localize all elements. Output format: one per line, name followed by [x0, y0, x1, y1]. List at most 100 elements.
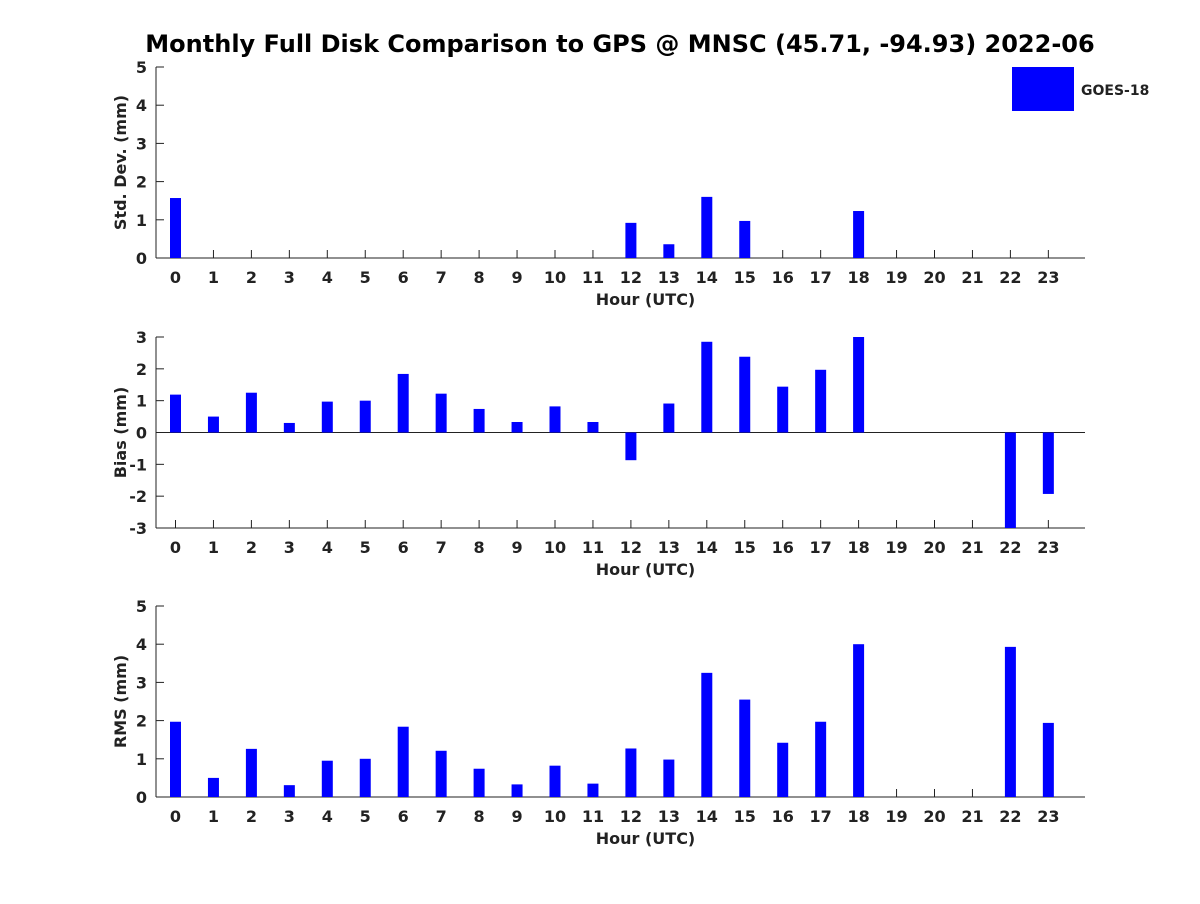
- x-tick-label: 19: [885, 538, 907, 557]
- y-tick-label: 5: [136, 58, 147, 77]
- x-tick-label: 15: [734, 807, 756, 826]
- y-axis-label: Std. Dev. (mm): [111, 95, 130, 230]
- bar-hour-12: [625, 222, 637, 258]
- legend-label: GOES-18: [1081, 83, 1149, 99]
- x-tick-label: 9: [511, 538, 522, 557]
- x-tick-label: 4: [322, 268, 333, 287]
- chart-title: Monthly Full Disk Comparison to GPS @ MN…: [145, 30, 1095, 58]
- x-tick-label: 11: [582, 538, 604, 557]
- y-axis-label: RMS (mm): [111, 655, 130, 748]
- x-tick-label: 13: [658, 807, 680, 826]
- x-tick-label: 16: [772, 807, 794, 826]
- bar-hour-3: [283, 785, 295, 797]
- y-tick-label: 0: [136, 788, 147, 807]
- x-tick-label: 23: [1037, 268, 1059, 287]
- bar-hour-8: [473, 408, 485, 433]
- y-tick-label: 1: [136, 392, 147, 411]
- bar-hour-14: [701, 341, 713, 433]
- x-tick-label: 5: [360, 807, 371, 826]
- x-tick-label: 15: [734, 268, 756, 287]
- bar-hour-15: [739, 220, 751, 258]
- x-tick-label: 11: [582, 807, 604, 826]
- bar-hour-14: [701, 196, 713, 258]
- y-tick-label: 2: [136, 360, 147, 379]
- x-tick-label: 4: [322, 807, 333, 826]
- x-tick-label: 20: [923, 807, 945, 826]
- x-tick-label: 21: [961, 538, 983, 557]
- bar-hour-15: [739, 699, 751, 797]
- x-tick-label: 18: [847, 807, 869, 826]
- bar-hour-7: [435, 393, 447, 433]
- x-tick-label: 22: [999, 538, 1021, 557]
- x-tick-label: 0: [170, 538, 181, 557]
- x-tick-label: 12: [620, 807, 642, 826]
- y-tick-label: 2: [136, 173, 147, 192]
- x-tick-label: 2: [246, 538, 257, 557]
- x-tick-label: 14: [696, 268, 718, 287]
- x-tick-label: 1: [208, 268, 219, 287]
- legend: GOES-18: [1012, 67, 1149, 111]
- x-tick-label: 9: [511, 807, 522, 826]
- bar-hour-23: [1042, 722, 1054, 797]
- bar-hour-0: [170, 721, 181, 797]
- bar-hour-3: [283, 422, 295, 433]
- x-tick-label: 8: [474, 807, 485, 826]
- x-tick-label: 14: [696, 538, 718, 557]
- bar-hour-16: [777, 386, 789, 433]
- x-tick-label: 21: [961, 268, 983, 287]
- x-tick-label: 19: [885, 807, 907, 826]
- y-tick-label: 3: [136, 673, 147, 692]
- x-tick-label: 0: [170, 807, 181, 826]
- bar-hour-11: [587, 783, 599, 797]
- bar-hour-10: [549, 765, 561, 797]
- x-tick-label: 15: [734, 538, 756, 557]
- x-tick-label: 3: [284, 268, 295, 287]
- bar-hour-10: [549, 406, 561, 433]
- y-tick-label: 4: [136, 635, 147, 654]
- bar-hour-12: [625, 432, 637, 461]
- y-tick-label: 1: [136, 750, 147, 769]
- bar-hour-16: [777, 742, 789, 797]
- bar-hour-17: [815, 721, 827, 797]
- y-tick-label: -3: [129, 519, 147, 538]
- x-tick-label: 13: [658, 538, 680, 557]
- y-axis-label: Bias (mm): [111, 387, 130, 479]
- y-tick-label: 1: [136, 211, 147, 230]
- bar-hour-22: [1004, 646, 1016, 797]
- x-tick-label: 2: [246, 807, 257, 826]
- x-tick-label: 7: [436, 807, 447, 826]
- bar-hour-18: [853, 211, 865, 258]
- x-tick-label: 20: [923, 538, 945, 557]
- bar-hour-2: [245, 392, 257, 433]
- x-tick-label: 6: [398, 538, 409, 557]
- bar-hour-1: [207, 416, 219, 433]
- x-tick-label: 7: [436, 268, 447, 287]
- x-tick-label: 20: [923, 268, 945, 287]
- x-tick-label: 12: [620, 268, 642, 287]
- x-tick-label: 3: [284, 538, 295, 557]
- x-tick-label: 10: [544, 807, 566, 826]
- x-tick-label: 17: [810, 807, 832, 826]
- x-tick-label: 6: [398, 268, 409, 287]
- x-tick-label: 10: [544, 538, 566, 557]
- x-tick-label: 23: [1037, 807, 1059, 826]
- x-tick-label: 22: [999, 268, 1021, 287]
- y-tick-label: 3: [136, 134, 147, 153]
- x-tick-label: 1: [208, 538, 219, 557]
- x-tick-label: 11: [582, 268, 604, 287]
- bar-hour-13: [663, 244, 675, 258]
- x-tick-label: 5: [360, 268, 371, 287]
- x-tick-label: 5: [360, 538, 371, 557]
- legend-swatch: [1012, 67, 1074, 111]
- bar-hour-7: [435, 750, 447, 797]
- x-tick-label: 3: [284, 807, 295, 826]
- x-tick-label: 19: [885, 268, 907, 287]
- bar-hour-5: [359, 758, 371, 797]
- x-axis-label: Hour (UTC): [596, 290, 696, 309]
- y-tick-label: 0: [136, 424, 147, 443]
- bar-hour-4: [321, 760, 333, 797]
- bar-hour-6: [397, 726, 409, 797]
